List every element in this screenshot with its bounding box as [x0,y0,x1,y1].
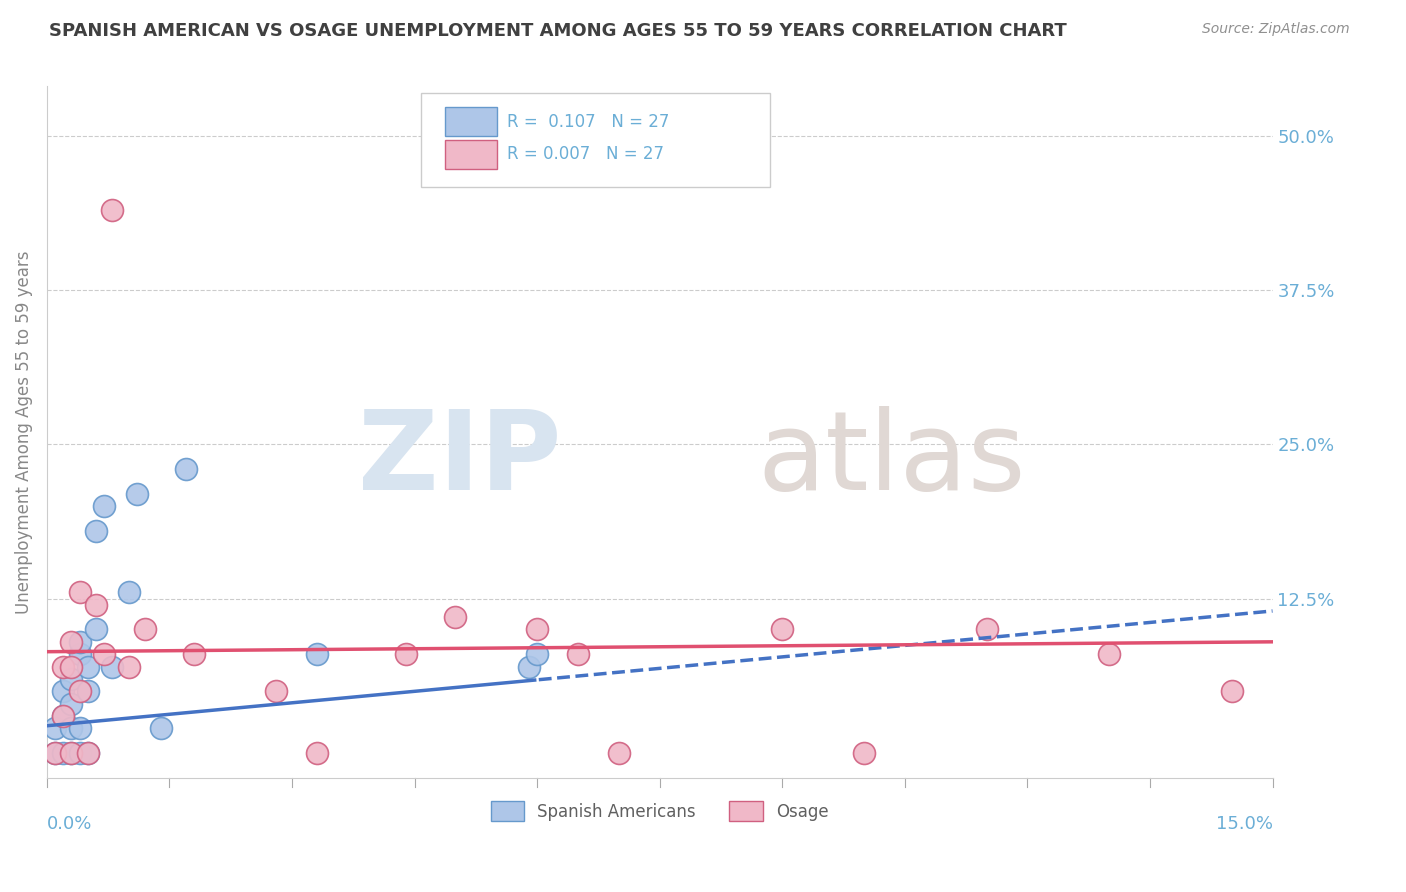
Y-axis label: Unemployment Among Ages 55 to 59 years: Unemployment Among Ages 55 to 59 years [15,251,32,614]
Point [60,746,83,760]
Point [174,462,197,476]
Point [607,746,630,760]
Point [69,746,91,760]
Point [44,746,66,760]
Point [1220,684,1243,698]
Text: 15.0%: 15.0% [1216,814,1272,832]
Point [117,659,139,673]
Legend: Spanish Americans, Osage: Spanish Americans, Osage [484,795,835,828]
Point [52,659,75,673]
Text: R =  0.107   N = 27: R = 0.107 N = 27 [506,112,669,130]
Point [305,746,328,760]
Point [526,623,548,637]
Point [60,635,83,649]
Point [69,647,91,661]
Text: ZIP: ZIP [359,406,561,513]
Point [76,659,98,673]
Text: SPANISH AMERICAN VS OSAGE UNEMPLOYMENT AMONG AGES 55 TO 59 YEARS CORRELATION CHA: SPANISH AMERICAN VS OSAGE UNEMPLOYMENT A… [49,22,1067,40]
Point [395,647,418,661]
Text: 0.0%: 0.0% [46,814,93,832]
Point [52,746,75,760]
Point [183,647,205,661]
Point [134,623,156,637]
Point [444,610,467,624]
Point [1098,647,1121,661]
Point [60,697,83,711]
FancyBboxPatch shape [446,107,496,136]
Point [76,746,98,760]
Point [93,647,115,661]
Point [52,684,75,698]
Point [93,499,115,513]
Text: R = 0.007   N = 27: R = 0.007 N = 27 [506,145,664,163]
Text: Source: ZipAtlas.com: Source: ZipAtlas.com [1202,22,1350,37]
Point [60,672,83,686]
Point [60,721,83,735]
Point [44,746,66,760]
Point [69,635,91,649]
Point [76,684,98,698]
Point [264,684,287,698]
Text: atlas: atlas [758,406,1026,513]
Point [44,721,66,735]
Point [84,623,107,637]
Point [101,659,124,673]
FancyBboxPatch shape [420,94,770,186]
Point [84,598,107,612]
Point [852,746,875,760]
Point [117,585,139,599]
Point [150,721,173,735]
Point [567,647,589,661]
Point [976,623,998,637]
Point [770,623,793,637]
Point [517,659,540,673]
Point [60,746,83,760]
Point [526,647,548,661]
Point [52,709,75,723]
Point [69,585,91,599]
Point [305,647,328,661]
Point [69,721,91,735]
Point [60,659,83,673]
Point [52,709,75,723]
Point [84,524,107,538]
Point [125,486,148,500]
Point [101,202,124,217]
Point [76,746,98,760]
FancyBboxPatch shape [446,139,496,169]
Point [69,684,91,698]
